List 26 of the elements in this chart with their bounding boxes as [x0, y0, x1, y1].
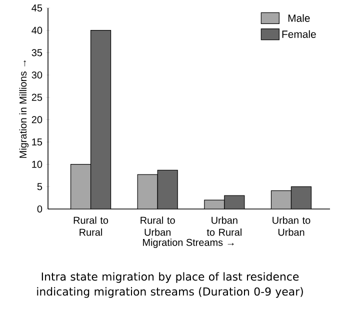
x-axis-title: Migration Streams → — [143, 238, 234, 248]
text: Intra state migration by place of last residence indicating migration streams (Duration 0-9 year) — [37, 272, 303, 298]
bar — [290, 186, 312, 209]
bar — [70, 164, 92, 209]
x-tick-label: Urban to Urban — [272, 216, 310, 236]
legend-label: Male — [288, 14, 310, 22]
y-tick-label: 35 — [32, 49, 42, 56]
bar — [270, 190, 292, 209]
x-tick-label: Urban to Rural — [206, 216, 242, 236]
x-tick-label: Rural to Urban — [140, 216, 175, 236]
y-tick-label: 40 — [32, 26, 42, 34]
y-tick-label: 0 — [37, 205, 42, 213]
y-tick-label: 15 — [32, 138, 42, 146]
bar — [90, 30, 112, 209]
y-tick-label: 25 — [32, 94, 42, 101]
y-tick-label: 10 — [32, 160, 42, 168]
y-tick-label: 5 — [37, 183, 42, 190]
y-axis-title: Migration in Millions → — [19, 60, 29, 158]
bar — [224, 196, 244, 209]
y-tick-label: 45 — [32, 4, 42, 12]
y-tick-label: 20 — [32, 116, 42, 124]
x-tick-label: Rural to Rural — [74, 216, 108, 236]
legend-label: Female — [282, 30, 316, 38]
y-tick-label: 30 — [32, 71, 42, 79]
bar — [137, 174, 158, 209]
bar — [157, 170, 178, 209]
